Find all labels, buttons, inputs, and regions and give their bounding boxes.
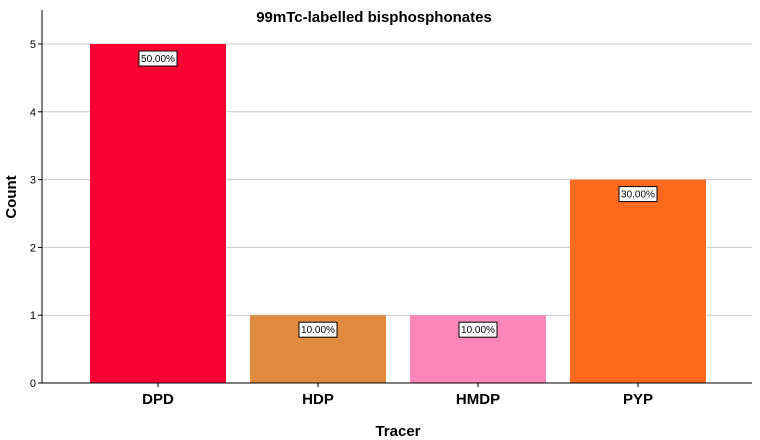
data-label-box <box>138 50 178 67</box>
y-tick-label: 0 <box>30 378 36 390</box>
data-label-box <box>618 186 658 203</box>
data-label: 50.00% <box>141 54 175 65</box>
y-tick-label: 1 <box>30 310 36 322</box>
data-labels: 50.00% 10.00% 10.00% 30.00% <box>138 50 658 338</box>
y-tick-label: 4 <box>30 107 36 119</box>
data-label: 10.00% <box>301 325 335 336</box>
y-tick-label: 5 <box>30 39 36 51</box>
x-tick-label: DPD <box>142 391 174 408</box>
x-tick-label: HDP <box>302 391 334 408</box>
x-axis-title: Tracer <box>375 423 420 440</box>
y-axis-ticks: 0 1 2 3 4 5 <box>30 39 42 390</box>
data-label: 30.00% <box>621 190 655 201</box>
chart-title: 99mTc-labelled bisphosphonates <box>256 9 492 26</box>
bars <box>90 44 706 383</box>
y-tick-label: 2 <box>30 242 36 254</box>
x-tick-label: PYP <box>623 391 653 408</box>
data-label-box <box>298 321 338 338</box>
data-label: 10.00% <box>461 325 495 336</box>
bar <box>570 179 706 383</box>
data-label-box <box>458 321 498 338</box>
x-tick-label: HMDP <box>456 391 500 408</box>
bar <box>90 44 226 383</box>
y-tick-label: 3 <box>30 175 36 187</box>
y-axis-title: Count <box>3 175 20 218</box>
x-axis-ticks: DPD HDP HMDP PYP <box>142 383 653 408</box>
